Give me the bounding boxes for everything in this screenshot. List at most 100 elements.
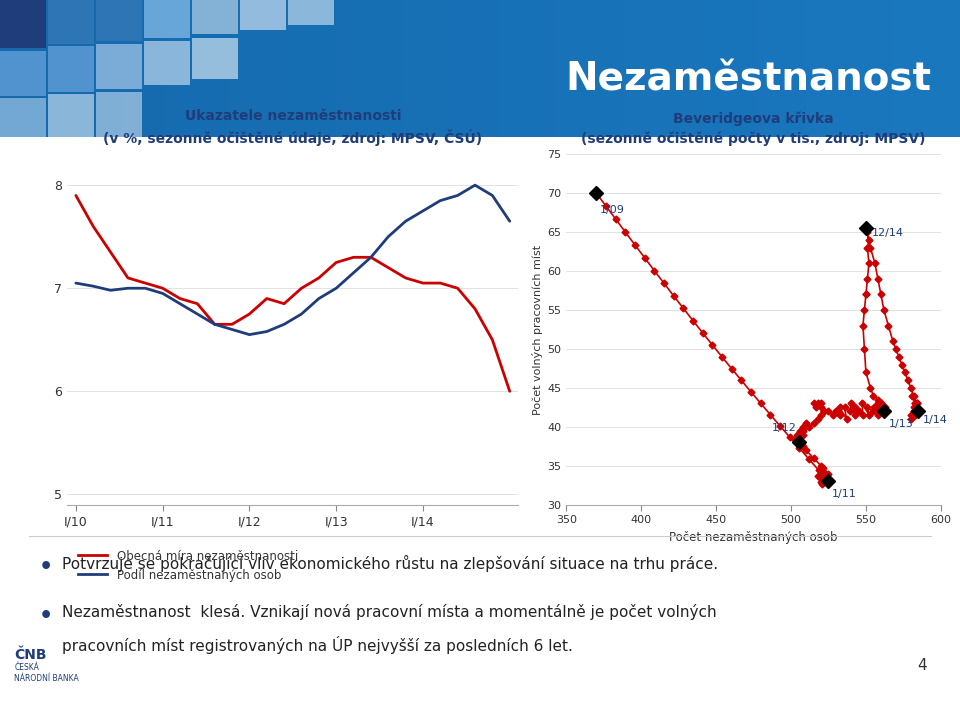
Bar — [19, 0, 29, 137]
Bar — [336, 0, 346, 137]
Bar — [355, 0, 365, 137]
Bar — [346, 0, 355, 137]
Bar — [941, 0, 950, 137]
Bar — [490, 0, 499, 137]
Bar — [566, 0, 576, 137]
Bar — [192, 0, 202, 137]
Bar — [576, 0, 586, 137]
Bar — [922, 0, 931, 137]
Bar — [538, 0, 547, 137]
Bar — [442, 0, 451, 137]
Text: pracovních míst registrovaných na ÚP nejvyšší za posledních 6 let.: pracovních míst registrovaných na ÚP nej… — [62, 636, 573, 654]
Bar — [48, 0, 58, 137]
Title: Ukazatele nezaměstnanosti
(v %, sezonně očištěné údaje, zdroj: MPSV, ČSÚ): Ukazatele nezaměstnanosti (v %, sezonně … — [104, 109, 482, 146]
Bar — [10, 0, 19, 137]
Bar — [394, 0, 403, 137]
Bar — [269, 0, 278, 137]
Bar — [48, 46, 94, 92]
Bar — [38, 0, 48, 137]
Bar — [0, 0, 46, 48]
Bar — [0, 0, 10, 137]
Bar — [0, 50, 46, 95]
Text: 12/14: 12/14 — [872, 228, 904, 238]
Text: •: • — [38, 606, 53, 627]
Text: 1/14: 1/14 — [923, 415, 948, 425]
Bar — [365, 0, 374, 137]
Bar — [864, 0, 874, 137]
Bar — [835, 0, 845, 137]
Bar — [413, 0, 422, 137]
Bar — [586, 0, 595, 137]
Bar — [806, 0, 816, 137]
Bar — [557, 0, 566, 137]
Bar — [144, 41, 190, 85]
Bar — [874, 0, 883, 137]
Bar — [480, 0, 490, 137]
Bar — [125, 0, 134, 137]
Bar — [115, 0, 125, 137]
Bar — [96, 43, 142, 89]
Bar — [48, 95, 94, 137]
Bar — [826, 0, 835, 137]
Bar — [528, 0, 538, 137]
Bar — [259, 0, 269, 137]
Bar — [931, 0, 941, 137]
Bar — [768, 0, 778, 137]
Text: 4: 4 — [917, 658, 926, 673]
Bar — [509, 0, 518, 137]
Bar — [758, 0, 768, 137]
Bar — [701, 0, 710, 137]
Bar — [192, 0, 238, 34]
Bar — [518, 0, 528, 137]
Bar — [96, 0, 106, 137]
Bar — [682, 0, 691, 137]
Bar — [202, 0, 211, 137]
Bar — [173, 0, 182, 137]
Bar — [902, 0, 912, 137]
Bar — [288, 0, 298, 137]
Bar — [326, 0, 336, 137]
Text: 1/11: 1/11 — [831, 489, 856, 499]
Bar — [134, 0, 144, 137]
Bar — [614, 0, 624, 137]
Bar — [816, 0, 826, 137]
Bar — [730, 0, 739, 137]
Text: •: • — [38, 557, 53, 578]
Bar — [547, 0, 557, 137]
Bar — [422, 0, 432, 137]
Bar — [624, 0, 634, 137]
Bar — [451, 0, 461, 137]
Bar — [163, 0, 173, 137]
Bar — [192, 39, 238, 79]
Bar — [797, 0, 806, 137]
Bar — [950, 0, 960, 137]
Bar — [48, 0, 94, 43]
Text: ČESKÁ
NÁRODNÍ BANKA: ČESKÁ NÁRODNÍ BANKA — [14, 663, 79, 683]
Y-axis label: Počet volných pracovních míst: Počet volných pracovních míst — [532, 245, 543, 414]
Bar — [854, 0, 864, 137]
Bar — [58, 0, 67, 137]
X-axis label: Počet nezaměstnaných osob: Počet nezaměstnaných osob — [669, 531, 838, 544]
Bar — [470, 0, 480, 137]
Bar — [778, 0, 787, 137]
Bar — [211, 0, 221, 137]
Bar — [278, 0, 288, 137]
Bar — [720, 0, 730, 137]
Bar — [317, 0, 326, 137]
Bar — [86, 0, 96, 137]
Bar — [672, 0, 682, 137]
Bar — [461, 0, 470, 137]
Bar — [298, 0, 307, 137]
Bar — [250, 0, 259, 137]
Bar — [845, 0, 854, 137]
Bar — [96, 0, 142, 41]
Text: Potvrzuje se pokračující vliv ekonomického růstu na zlepšování situace na trhu p: Potvrzuje se pokračující vliv ekonomické… — [62, 555, 718, 572]
Bar — [182, 0, 192, 137]
Text: Nezaměstnanost  klesá. Vznikají nová pracovní místa a momentálně je počet volnýc: Nezaměstnanost klesá. Vznikají nová prac… — [62, 604, 717, 620]
Bar — [307, 0, 317, 137]
Bar — [96, 92, 142, 137]
Bar — [432, 0, 442, 137]
Text: Nezaměstnanost: Nezaměstnanost — [565, 60, 931, 98]
Bar — [749, 0, 758, 137]
Text: 1/09: 1/09 — [599, 205, 624, 215]
